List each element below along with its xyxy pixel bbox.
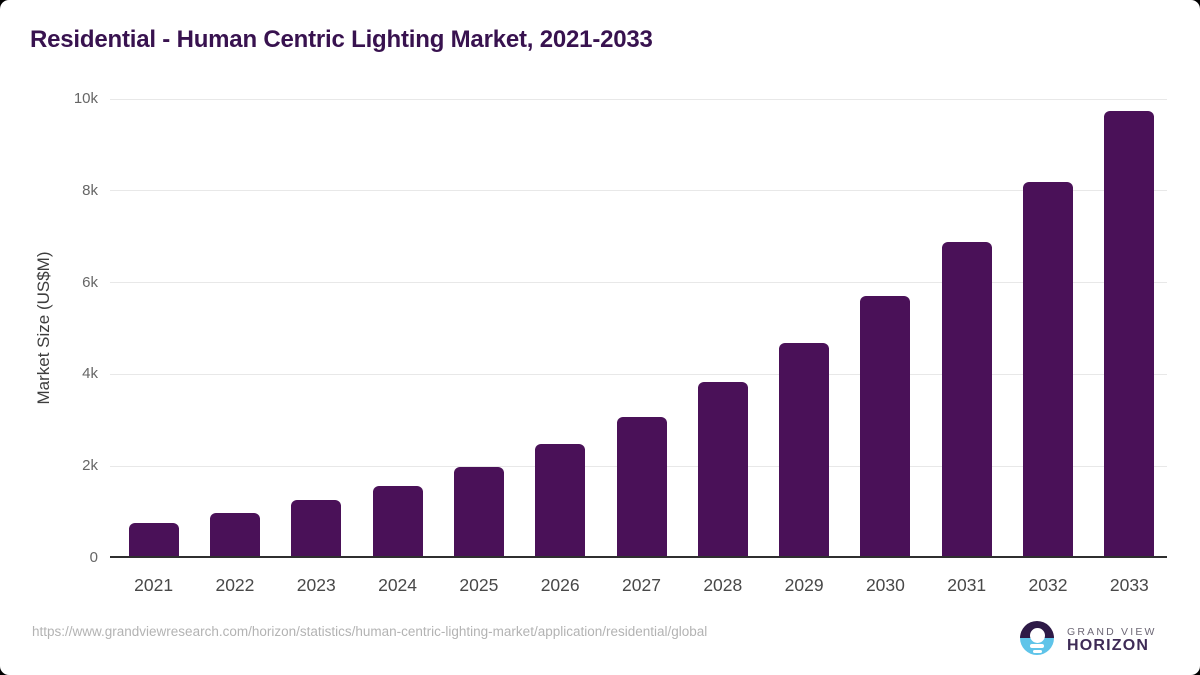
x-axis-line bbox=[110, 556, 1167, 558]
reflection-line-1 bbox=[1030, 644, 1044, 648]
y-tick-label: 10k bbox=[73, 90, 98, 107]
gridline bbox=[110, 98, 1167, 100]
y-tick-label: 2k bbox=[82, 457, 98, 475]
logo-text-grand-view: GRAND VIEW bbox=[1067, 626, 1157, 638]
bar-2026 bbox=[535, 444, 586, 558]
horizon-sun-icon bbox=[1020, 621, 1054, 655]
y-tick-label: 4k bbox=[82, 365, 98, 383]
x-tick-label: 2031 bbox=[947, 575, 987, 595]
gridline bbox=[110, 282, 1167, 284]
bar-2022 bbox=[209, 512, 260, 558]
bar-2028 bbox=[697, 382, 748, 558]
chart-title: Residential - Human Centric Lighting Mar… bbox=[30, 26, 653, 53]
x-tick-label: 2032 bbox=[1028, 575, 1068, 595]
gridline bbox=[110, 190, 1167, 192]
y-tick-label: 6k bbox=[82, 273, 98, 291]
bar-2031 bbox=[941, 242, 992, 558]
x-tick-label: 2033 bbox=[1109, 575, 1149, 595]
sun-arch-shape bbox=[1029, 628, 1045, 643]
source-url: https://www.grandviewresearch.com/horizo… bbox=[32, 624, 708, 639]
bar-2027 bbox=[616, 416, 667, 558]
bar-2023 bbox=[291, 500, 342, 558]
x-tick-label: 2023 bbox=[296, 575, 336, 595]
x-tick-label: 2027 bbox=[622, 575, 661, 595]
x-tick-label: 2029 bbox=[784, 575, 824, 595]
x-tick-label: 2028 bbox=[703, 575, 743, 595]
y-tick-label: 8k bbox=[82, 181, 98, 199]
x-tick-label: 2024 bbox=[378, 575, 418, 595]
bar-2033 bbox=[1104, 111, 1155, 558]
bar-2021 bbox=[128, 522, 179, 558]
bar-2025 bbox=[453, 467, 504, 558]
bar-2024 bbox=[372, 486, 423, 558]
logo-text-horizon: HORIZON bbox=[1067, 637, 1150, 654]
x-tick-label: 2026 bbox=[540, 575, 580, 595]
x-tick-label: 2030 bbox=[865, 575, 905, 595]
x-tick-label: 2021 bbox=[134, 575, 174, 595]
grand-view-horizon-logo: GRAND VIEW HORIZON bbox=[1020, 620, 1170, 660]
bar-2032 bbox=[1023, 182, 1074, 558]
reflection-line-2 bbox=[1032, 650, 1042, 653]
x-tick-label: 2022 bbox=[215, 575, 255, 595]
x-tick-label: 2025 bbox=[459, 575, 499, 595]
gridline bbox=[110, 373, 1167, 375]
y-tick-label: 0 bbox=[89, 549, 98, 566]
bar-2029 bbox=[779, 342, 830, 558]
bar-2030 bbox=[860, 296, 911, 558]
